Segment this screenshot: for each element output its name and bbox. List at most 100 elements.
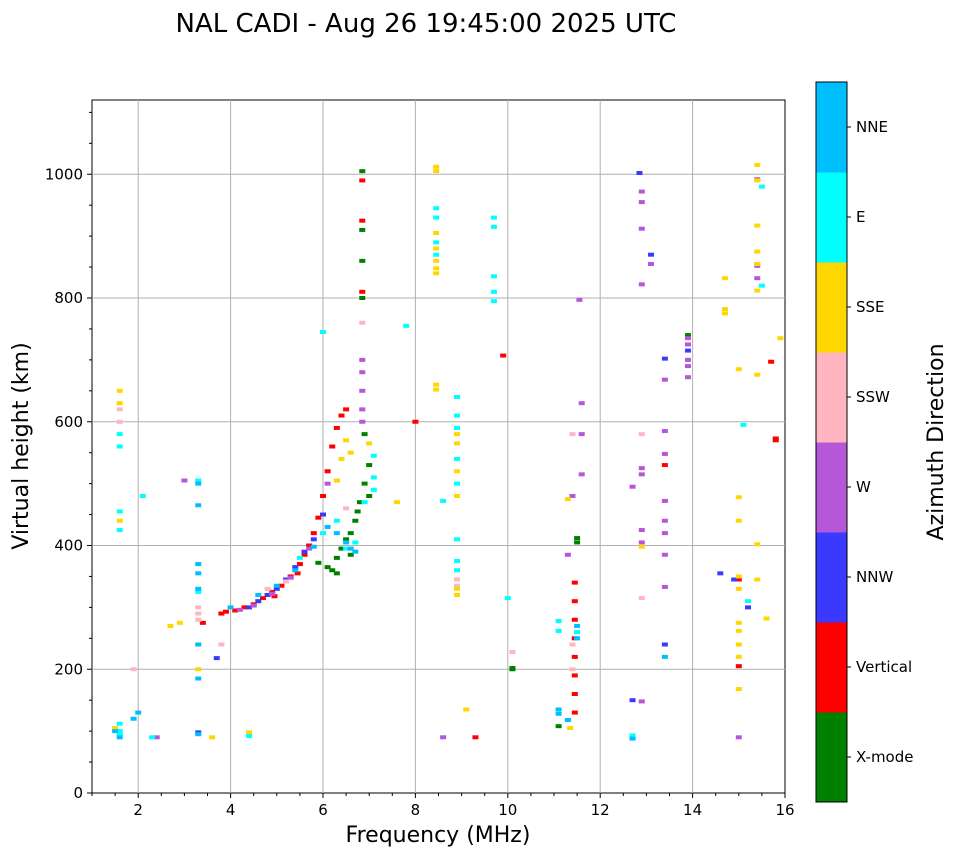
data-point [149,735,156,740]
data-point [638,466,645,471]
data-point [555,711,562,716]
data-point [294,571,301,576]
data-point [269,591,276,596]
data-point [354,509,361,514]
data-point [578,432,585,437]
data-point [116,444,123,449]
data-point [574,540,581,545]
data-point [283,579,290,584]
colorbar-frame [815,81,848,803]
data-point [181,478,188,483]
data-point [661,642,668,647]
data-point [453,456,460,461]
data-point [213,656,220,661]
data-point [638,432,645,437]
colorbar-label-item: NNE [856,118,888,136]
data-point [735,586,742,591]
data-point [754,372,761,377]
x-tick-label: 14 [683,801,702,819]
data-point [333,571,340,576]
data-point [569,667,576,672]
data-point [167,623,174,628]
data-point [343,407,350,412]
data-point [359,227,366,232]
data-point [333,478,340,483]
data-point [359,169,366,174]
data-point [361,432,368,437]
data-point [324,565,331,570]
data-point [754,178,761,183]
data-point [433,271,440,276]
data-point [359,296,366,300]
data-point [638,544,645,549]
data-point [130,667,137,672]
data-point [433,169,440,174]
data-point [661,451,668,456]
data-point [567,726,574,731]
data-point [453,469,460,474]
data-point [648,261,655,266]
data-point [500,353,507,358]
data-point [310,544,317,549]
y-tick-label: 800 [54,289,83,307]
data-point [574,630,581,635]
data-point [754,577,761,582]
data-point [246,734,253,739]
data-point [453,425,460,430]
colorbar-swatch [816,532,847,623]
data-point [433,387,440,392]
data-point [195,481,202,486]
data-point [356,500,363,505]
series-e [116,184,765,741]
data-point [661,518,668,523]
data-point [684,375,691,380]
data-point [735,577,742,582]
data-point [638,226,645,231]
data-point [433,266,440,271]
data-point [246,730,253,735]
data-point [116,732,123,737]
plot-area: 2 4 6 8 10 12 14 16 0 200 400 600 800 1000 [45,99,795,819]
data-point [453,593,460,597]
data-point [359,407,366,412]
data-point [195,503,202,508]
data-point [472,735,479,740]
data-point [453,413,460,418]
data-point [555,724,562,729]
data-point [241,605,248,610]
data-point [236,607,243,612]
data-point [453,432,460,437]
data-point [754,288,761,293]
data-point [463,707,470,712]
data-point [433,382,440,387]
data-point [329,568,336,573]
colorbar-swatch [816,712,847,803]
data-point [754,249,761,254]
data-point [555,628,562,633]
data-point [661,552,668,557]
data-point [370,487,377,492]
data-point [333,531,340,536]
data-point [116,518,123,523]
data-point [195,667,202,672]
data-point [717,571,724,576]
colorbar-swatch [816,622,847,713]
colorbar-label-item: NNW [856,568,893,586]
data-point [209,735,216,740]
x-tick-label: 6 [318,801,328,819]
y-tick-label: 1000 [45,165,83,183]
data-point [195,642,202,647]
colorbar-swatch [816,352,847,443]
data-point [116,419,123,424]
data-point [629,733,636,738]
data-point [629,484,636,489]
data-point [735,495,742,500]
data-point [684,364,691,369]
data-point [359,357,366,362]
x-tick-label: 8 [411,801,421,819]
data-point [361,500,368,505]
data-point [638,282,645,287]
y-tick-label: 400 [54,537,83,555]
colorbar-label-item: W [856,478,871,496]
data-point [453,577,460,582]
